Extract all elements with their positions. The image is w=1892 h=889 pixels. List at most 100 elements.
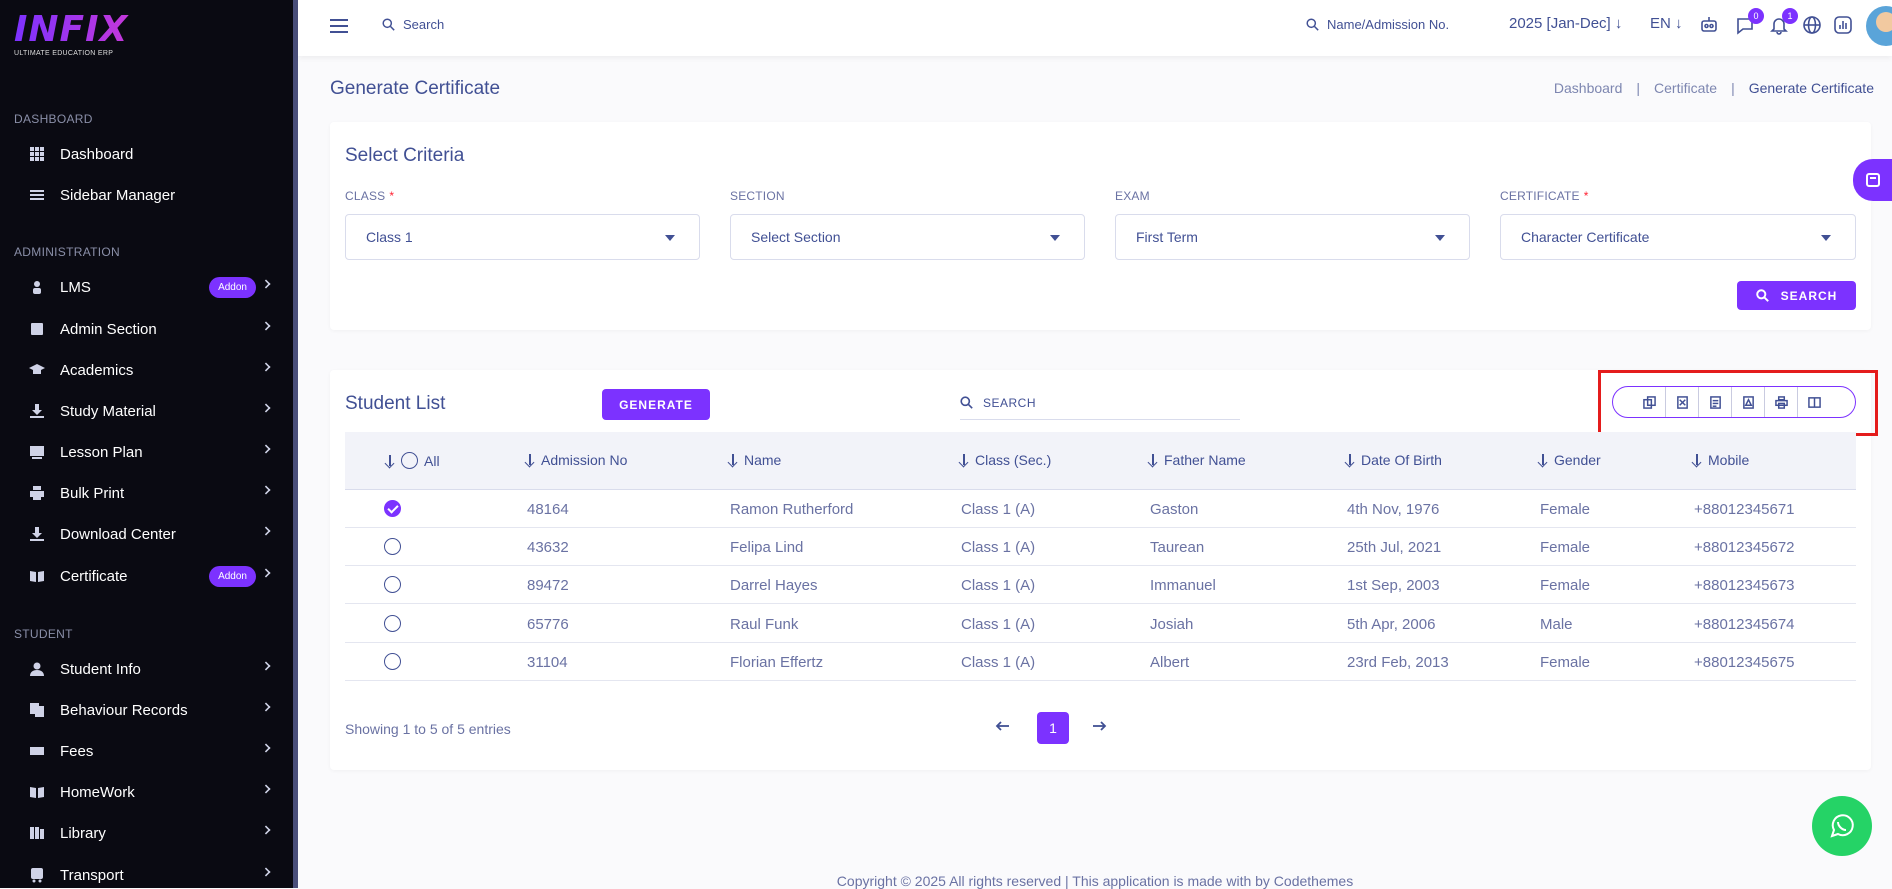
- copy-button[interactable]: [1633, 387, 1666, 417]
- row-select-radio[interactable]: [384, 653, 401, 670]
- column-header-select-all[interactable]: All: [385, 452, 440, 469]
- sort-arrow-icon: [959, 453, 969, 467]
- sidebar-item-library[interactable]: Library: [0, 814, 292, 852]
- menu-search[interactable]: Search: [382, 17, 444, 32]
- breadcrumb-dashboard[interactable]: Dashboard: [1553, 80, 1623, 96]
- cell-mobile: +88012345675: [1694, 654, 1795, 671]
- sidebar-item-label: Dashboard: [60, 145, 134, 163]
- sort-arrow-icon: [1692, 453, 1702, 467]
- chevron-right-icon: [261, 867, 271, 877]
- required-mark: *: [1583, 189, 1589, 203]
- student-search[interactable]: Name/Admission No.: [1306, 17, 1449, 32]
- book-icon: [28, 567, 46, 585]
- generate-button[interactable]: GENERATE: [602, 389, 710, 420]
- column-header-label: Class (Sec.): [975, 452, 1052, 468]
- search-button[interactable]: SEARCH: [1737, 281, 1856, 310]
- sidebar-item-lms[interactable]: LMS Addon: [0, 268, 292, 306]
- arrow-down-icon: ↓: [1675, 15, 1683, 32]
- section-select[interactable]: Select Section: [730, 214, 1085, 260]
- cell-gender: Female: [1540, 577, 1591, 594]
- class-select[interactable]: Class 1: [345, 214, 700, 260]
- sidebar-item-download-center[interactable]: Download Center: [0, 515, 292, 553]
- section-label-student: STUDENT: [14, 627, 73, 641]
- cell-mobile: +88012345673: [1694, 577, 1795, 594]
- column-header-father[interactable]: Father Name: [1148, 452, 1246, 468]
- column-header-dob[interactable]: Date Of Birth: [1345, 452, 1442, 468]
- bell-icon[interactable]: 1: [1768, 8, 1798, 36]
- breadcrumb-certificate[interactable]: Certificate: [1654, 80, 1718, 96]
- pagination-prev[interactable]: [995, 718, 1015, 738]
- chat-icon[interactable]: 0: [1734, 8, 1764, 36]
- table-search-input[interactable]: SEARCH: [960, 386, 1240, 420]
- sidebar-item-transport[interactable]: Transport: [0, 856, 292, 888]
- avatar[interactable]: [1866, 6, 1892, 46]
- sidebar-item-sidebar-manager[interactable]: Sidebar Manager: [0, 176, 292, 214]
- column-header-gender[interactable]: Gender: [1538, 452, 1601, 468]
- language-select[interactable]: EN ↓: [1650, 15, 1683, 32]
- download-icon: [28, 402, 46, 420]
- column-header-name[interactable]: Name: [728, 452, 781, 468]
- sidebar-item-behaviour-records[interactable]: Behaviour Records: [0, 691, 292, 729]
- select-all-radio[interactable]: [401, 452, 418, 469]
- hamburger-menu-icon[interactable]: [330, 19, 348, 33]
- user-icon: [28, 660, 46, 678]
- sidebar-item-label: Study Material: [60, 402, 156, 420]
- chevron-right-icon: [261, 661, 271, 671]
- whatsapp-button[interactable]: [1812, 796, 1872, 856]
- cell-father: Albert: [1150, 654, 1190, 671]
- sidebar-item-fees[interactable]: Fees: [0, 732, 292, 770]
- excel-button[interactable]: [1666, 387, 1699, 417]
- robot-icon[interactable]: [1698, 14, 1720, 36]
- exam-select[interactable]: First Term: [1115, 214, 1470, 260]
- sidebar-item-label: Sidebar Manager: [60, 186, 176, 204]
- sidebar-item-lesson-plan[interactable]: Lesson Plan: [0, 433, 292, 471]
- sidebar-item-label: Behaviour Records: [60, 701, 188, 719]
- row-select-radio[interactable]: [384, 500, 401, 517]
- row-select-radio[interactable]: [384, 615, 401, 632]
- column-header-label: All: [424, 452, 440, 469]
- sidebar-item-admin-section[interactable]: Admin Section: [0, 310, 292, 348]
- sidebar-item-study-material[interactable]: Study Material: [0, 392, 292, 430]
- sidebar-item-dashboard[interactable]: Dashboard: [0, 135, 292, 173]
- app-logo[interactable]: INFIX ULTIMATE EDUCATION ERP: [14, 10, 134, 62]
- arrow-right-icon: [1093, 721, 1107, 731]
- column-header-mobile[interactable]: Mobile: [1692, 452, 1749, 468]
- sort-arrow-icon: [1538, 453, 1548, 467]
- language-value: EN: [1650, 15, 1671, 32]
- sidebar-item-certificate[interactable]: Certificate Addon: [0, 557, 292, 595]
- table-header: All Admission No Name Class (Sec.) Fathe…: [345, 432, 1856, 490]
- certificate-label: CERTIFICATE *: [1500, 189, 1589, 203]
- row-select-radio[interactable]: [384, 576, 401, 593]
- sidebar-item-student-info[interactable]: Student Info: [0, 650, 292, 688]
- sidebar-scrollbar[interactable]: [293, 0, 298, 888]
- certificate-select[interactable]: Character Certificate: [1500, 214, 1856, 260]
- pagination-page-1[interactable]: 1: [1037, 712, 1069, 744]
- stats-icon[interactable]: [1832, 14, 1854, 36]
- sidebar: INFIX ULTIMATE EDUCATION ERP DASHBOARD D…: [0, 0, 298, 888]
- customizer-tab[interactable]: [1853, 159, 1892, 201]
- chevron-right-icon: [261, 279, 271, 289]
- cell-dob: 5th Apr, 2006: [1347, 616, 1436, 633]
- academic-year-select[interactable]: 2025 [Jan-Dec] ↓: [1509, 15, 1622, 32]
- sidebar-item-homework[interactable]: HomeWork: [0, 773, 292, 811]
- cell-dob: 1st Sep, 2003: [1347, 577, 1440, 594]
- bus-icon: [28, 866, 46, 884]
- column-header-class[interactable]: Class (Sec.): [959, 452, 1051, 468]
- sidebar-item-label: Bulk Print: [60, 484, 125, 502]
- csv-button[interactable]: [1699, 387, 1732, 417]
- sidebar-item-label: Academics: [60, 361, 134, 379]
- print-button[interactable]: [1765, 387, 1798, 417]
- columns-button[interactable]: [1798, 387, 1831, 417]
- cell-mobile: +88012345674: [1694, 616, 1795, 633]
- pagination-next[interactable]: [1091, 718, 1111, 738]
- pdf-button[interactable]: [1732, 387, 1765, 417]
- breadcrumb-separator: |: [1731, 80, 1735, 96]
- cell-mobile: +88012345672: [1694, 539, 1795, 556]
- sidebar-item-academics[interactable]: Academics: [0, 351, 292, 389]
- row-select-radio[interactable]: [384, 538, 401, 555]
- column-header-admission[interactable]: Admission No: [525, 452, 627, 468]
- sidebar-item-bulk-print[interactable]: Bulk Print: [0, 474, 292, 512]
- library-icon: [28, 824, 46, 842]
- globe-icon[interactable]: [1801, 14, 1823, 36]
- select-criteria-card: [330, 122, 1871, 330]
